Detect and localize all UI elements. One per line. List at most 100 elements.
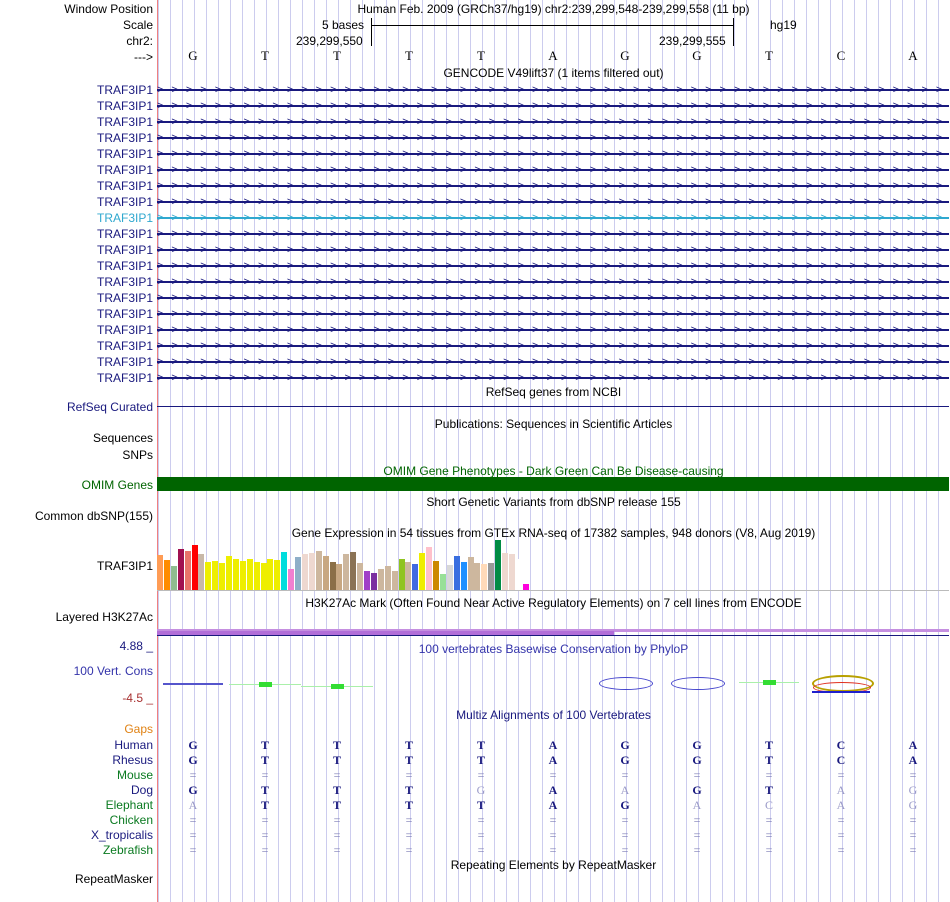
- alignment-species-label[interactable]: Rhesus: [112, 753, 153, 767]
- gtex-tissue-bar[interactable]: [170, 566, 177, 590]
- h3k27ac-signal-thick[interactable]: [157, 631, 614, 635]
- gene-label-traf3ip1[interactable]: TRAF3IP1: [96, 243, 153, 257]
- gtex-tissue-bar[interactable]: [253, 562, 260, 590]
- gene-label-traf3ip1[interactable]: TRAF3IP1: [96, 291, 153, 305]
- gtex-tissue-bar[interactable]: [474, 563, 481, 590]
- gtex-tissue-bar[interactable]: [488, 563, 495, 590]
- gene-label-traf3ip1[interactable]: TRAF3IP1: [96, 227, 153, 241]
- gene-label-traf3ip1[interactable]: TRAF3IP1: [96, 131, 153, 145]
- gtex-tissue-bar[interactable]: [219, 563, 226, 590]
- gtex-tissue-bar[interactable]: [329, 562, 336, 590]
- gtex-tissue-bar[interactable]: [446, 565, 453, 590]
- gtex-gene-label[interactable]: TRAF3IP1: [96, 559, 153, 573]
- refseq-feature-line[interactable]: [157, 406, 949, 407]
- gtex-tissue-bar[interactable]: [260, 563, 267, 590]
- common-dbsnp-label[interactable]: Common dbSNP(155): [34, 509, 153, 523]
- gene-feature-row[interactable]: >>>>>>>>>>>>>>>>>>>>>>>>>>>>>>>>>>>>>>>>…: [157, 114, 949, 130]
- alignment-species-label[interactable]: Elephant: [105, 798, 153, 812]
- gene-feature-row[interactable]: >>>>>>>>>>>>>>>>>>>>>>>>>>>>>>>>>>>>>>>>…: [157, 162, 949, 178]
- gtex-tissue-bar[interactable]: [205, 562, 212, 590]
- gene-label-traf3ip1[interactable]: TRAF3IP1: [96, 99, 153, 113]
- gtex-expression-barchart[interactable]: [157, 540, 537, 590]
- gtex-tissue-bar[interactable]: [391, 571, 398, 590]
- gtex-tissue-bar[interactable]: [426, 547, 433, 590]
- gene-feature-row[interactable]: >>>>>>>>>>>>>>>>>>>>>>>>>>>>>>>>>>>>>>>>…: [157, 242, 949, 258]
- omim-gene-bar[interactable]: [157, 477, 949, 491]
- gtex-tissue-bar[interactable]: [433, 561, 439, 590]
- gtex-tissue-bar[interactable]: [460, 562, 467, 590]
- gtex-tissue-bar[interactable]: [315, 551, 322, 590]
- gene-feature-row[interactable]: >>>>>>>>>>>>>>>>>>>>>>>>>>>>>>>>>>>>>>>>…: [157, 82, 949, 98]
- gtex-tissue-bar[interactable]: [281, 552, 288, 590]
- gene-label-traf3ip1[interactable]: TRAF3IP1: [96, 179, 153, 193]
- gtex-tissue-bar[interactable]: [191, 545, 198, 590]
- gtex-tissue-bar[interactable]: [157, 555, 163, 590]
- sequences-label[interactable]: Sequences: [92, 431, 153, 445]
- gene-label-traf3ip1[interactable]: TRAF3IP1: [96, 355, 153, 369]
- gtex-tissue-bar[interactable]: [198, 554, 205, 590]
- gtex-tissue-bar[interactable]: [350, 552, 357, 590]
- gtex-tissue-bar[interactable]: [398, 559, 405, 590]
- gtex-tissue-bar[interactable]: [184, 551, 191, 590]
- gene-feature-row[interactable]: >>>>>>>>>>>>>>>>>>>>>>>>>>>>>>>>>>>>>>>>…: [157, 226, 949, 242]
- gtex-tissue-bar[interactable]: [439, 574, 446, 590]
- gtex-tissue-bar[interactable]: [412, 564, 419, 590]
- gtex-tissue-bar[interactable]: [405, 562, 412, 590]
- alignment-species-label[interactable]: Dog: [130, 783, 153, 797]
- gtex-tissue-bar[interactable]: [370, 573, 377, 590]
- gtex-tissue-bar[interactable]: [246, 559, 253, 590]
- cons-track-label[interactable]: 100 Vert. Cons: [73, 664, 153, 678]
- h3k27ac-signal-thin[interactable]: [157, 629, 949, 632]
- snps-label[interactable]: SNPs: [122, 448, 153, 462]
- gene-label-traf3ip1[interactable]: TRAF3IP1: [96, 163, 153, 177]
- alignment-row[interactable]: = = = = = = = = = = =: [157, 843, 949, 858]
- gtex-tissue-bar[interactable]: [226, 556, 232, 590]
- gene-label-traf3ip1[interactable]: TRAF3IP1: [96, 115, 153, 129]
- gtex-tissue-bar[interactable]: [502, 553, 508, 590]
- gtex-tissue-bar[interactable]: [357, 563, 364, 590]
- gtex-tissue-bar[interactable]: [384, 566, 391, 590]
- gene-feature-row[interactable]: >>>>>>>>>>>>>>>>>>>>>>>>>>>>>>>>>>>>>>>>…: [157, 290, 949, 306]
- alignment-row[interactable]: = = = = = = = = = = =: [157, 828, 949, 843]
- gtex-tissue-bar[interactable]: [308, 553, 315, 590]
- repeatmasker-label[interactable]: RepeatMasker: [74, 872, 153, 886]
- gtex-tissue-bar[interactable]: [377, 569, 384, 590]
- gene-label-traf3ip1[interactable]: TRAF3IP1: [96, 323, 153, 337]
- gene-label-traf3ip1[interactable]: TRAF3IP1: [96, 371, 153, 385]
- gene-label-traf3ip1[interactable]: TRAF3IP1: [96, 307, 153, 321]
- gene-feature-row[interactable]: >>>>>>>>>>>>>>>>>>>>>>>>>>>>>>>>>>>>>>>>…: [157, 130, 949, 146]
- gtex-tissue-bar[interactable]: [467, 557, 474, 590]
- gene-feature-row[interactable]: >>>>>>>>>>>>>>>>>>>>>>>>>>>>>>>>>>>>>>>>…: [157, 98, 949, 114]
- gtex-tissue-bar[interactable]: [212, 561, 219, 590]
- gene-label-traf3ip1[interactable]: TRAF3IP1: [96, 275, 153, 289]
- gtex-tissue-bar[interactable]: [177, 549, 184, 590]
- gtex-tissue-bar[interactable]: [322, 556, 329, 590]
- alignment-species-label[interactable]: Zebrafish: [102, 843, 153, 857]
- gene-label-traf3ip1[interactable]: TRAF3IP1: [96, 259, 153, 273]
- gtex-tissue-bar[interactable]: [515, 559, 522, 590]
- alignment-species-label[interactable]: Human: [114, 738, 153, 752]
- gene-feature-row[interactable]: >>>>>>>>>>>>>>>>>>>>>>>>>>>>>>>>>>>>>>>>…: [157, 354, 949, 370]
- gtex-tissue-bar[interactable]: [453, 556, 460, 590]
- gene-label-traf3ip1[interactable]: TRAF3IP1: [96, 147, 153, 161]
- alignment-row[interactable]: = = = = = = = = = = =: [157, 813, 949, 828]
- gtex-tissue-bar[interactable]: [232, 559, 239, 590]
- gtex-tissue-bar[interactable]: [336, 564, 343, 590]
- gtex-tissue-bar[interactable]: [522, 584, 529, 590]
- gtex-tissue-bar[interactable]: [239, 561, 246, 590]
- gtex-tissue-bar[interactable]: [419, 553, 426, 590]
- gtex-tissue-bar[interactable]: [267, 559, 274, 590]
- gtex-tissue-bar[interactable]: [288, 569, 295, 590]
- layered-h3k27ac-label[interactable]: Layered H3K27Ac: [55, 610, 153, 624]
- alignment-species-label[interactable]: Chicken: [109, 813, 153, 827]
- gene-feature-row[interactable]: >>>>>>>>>>>>>>>>>>>>>>>>>>>>>>>>>>>>>>>>…: [157, 370, 949, 386]
- gene-label-traf3ip1[interactable]: TRAF3IP1: [96, 195, 153, 209]
- gene-feature-row[interactable]: >>>>>>>>>>>>>>>>>>>>>>>>>>>>>>>>>>>>>>>>…: [157, 322, 949, 338]
- alignment-row[interactable]: = = = = = = = = = = =: [157, 768, 949, 783]
- alignment-species-label[interactable]: Mouse: [116, 768, 153, 782]
- refseq-curated-label[interactable]: RefSeq Curated: [66, 400, 153, 414]
